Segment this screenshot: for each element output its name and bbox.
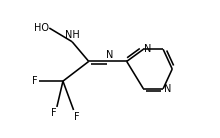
Text: N: N (106, 50, 114, 60)
Text: N: N (164, 84, 171, 94)
Text: F: F (32, 76, 38, 86)
Text: HO: HO (33, 23, 49, 33)
Text: F: F (51, 108, 57, 118)
Text: NH: NH (65, 30, 79, 40)
Text: F: F (74, 112, 79, 121)
Text: N: N (144, 44, 152, 54)
